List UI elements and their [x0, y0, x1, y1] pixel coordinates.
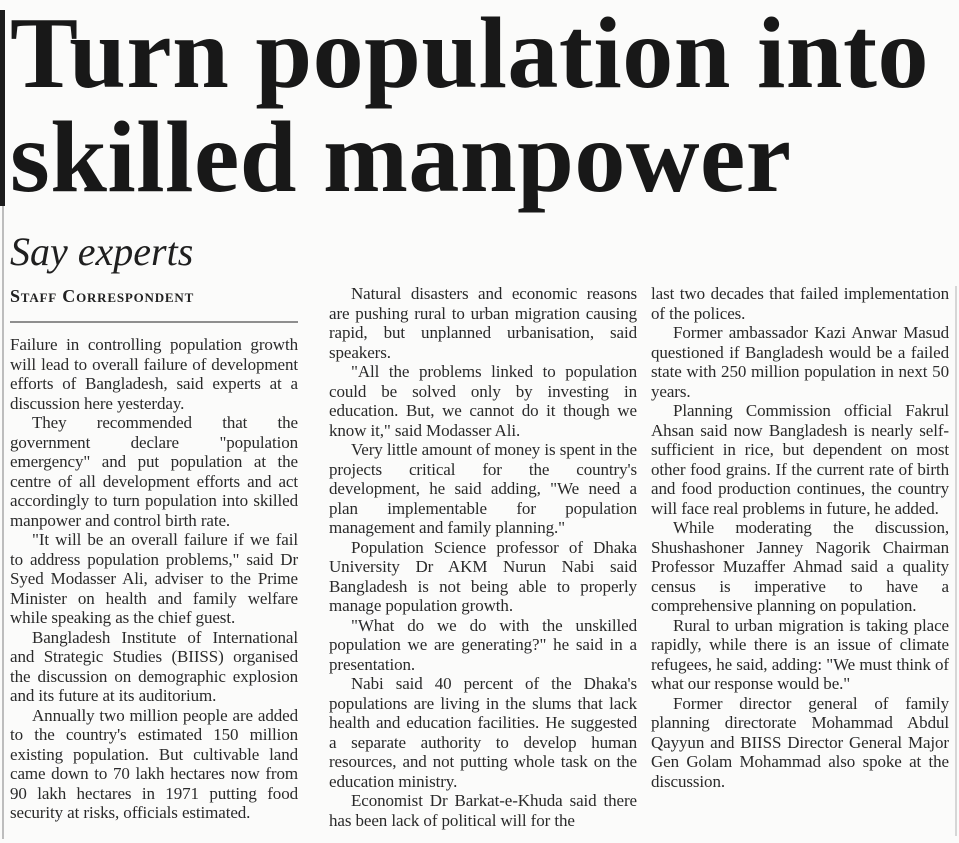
column-3-body: last two decades that failed implementat…: [651, 284, 949, 791]
article-paragraph: Planning Commission official Fakrul Ahsa…: [651, 401, 949, 518]
article-paragraph: Former ambassador Kazi Anwar Masud quest…: [651, 323, 949, 401]
article-paragraph: Population Science professor of Dhaka Un…: [329, 537, 637, 616]
column-3: last two decades that failed implementat…: [651, 284, 949, 830]
column-2-body: Natural disasters and economic reasons a…: [329, 284, 637, 830]
article-paragraph: They recommended that the government dec…: [10, 413, 298, 530]
article-columns: Staff Correspondent Failure in controlli…: [10, 284, 949, 830]
article-paragraph: "All the problems linked to population c…: [329, 362, 637, 440]
headline-line-1: Turn population into: [10, 0, 929, 110]
left-edge-scan-line: [2, 206, 4, 839]
article-paragraph: Former director general of family planni…: [651, 693, 949, 791]
article-paragraph: While moderating the discussion, Shushas…: [651, 518, 949, 615]
article-paragraph: last two decades that failed implementat…: [651, 284, 949, 323]
article-paragraph: Natural disasters and economic reasons a…: [329, 284, 637, 362]
left-edge-dark-bar: [0, 10, 5, 206]
headline-line-2: skilled manpower: [10, 101, 792, 214]
article-paragraph: "What do we do with the unskilled popula…: [329, 615, 637, 674]
byline-rule: [10, 321, 298, 323]
byline: Staff Correspondent: [10, 286, 195, 306]
column-2: Natural disasters and economic reasons a…: [329, 284, 637, 830]
article-paragraph: Nabi said 40 percent of the Dhaka's popu…: [329, 674, 637, 791]
column-1-body: Failure in controlling population growth…: [10, 335, 298, 823]
article-subhead: Say experts: [10, 229, 194, 274]
article-paragraph: "It will be an overall failure if we fai…: [10, 530, 298, 627]
article-paragraph: Very little amount of money is spent in …: [329, 440, 637, 537]
article-paragraph: Bangladesh Institute of International an…: [10, 627, 298, 706]
right-edge-scan-line: [955, 286, 957, 836]
article-paragraph: Failure in controlling population growth…: [10, 335, 298, 413]
column-1: Staff Correspondent Failure in controlli…: [10, 284, 298, 830]
article-paragraph: Annually two million people are added to…: [10, 705, 298, 823]
article-headline: Turn population into skilled manpower: [10, 2, 951, 210]
article-paragraph: Economist Dr Barkat-e-Khuda said there h…: [329, 791, 637, 830]
article-paragraph: Rural to urban migration is taking place…: [651, 615, 949, 694]
